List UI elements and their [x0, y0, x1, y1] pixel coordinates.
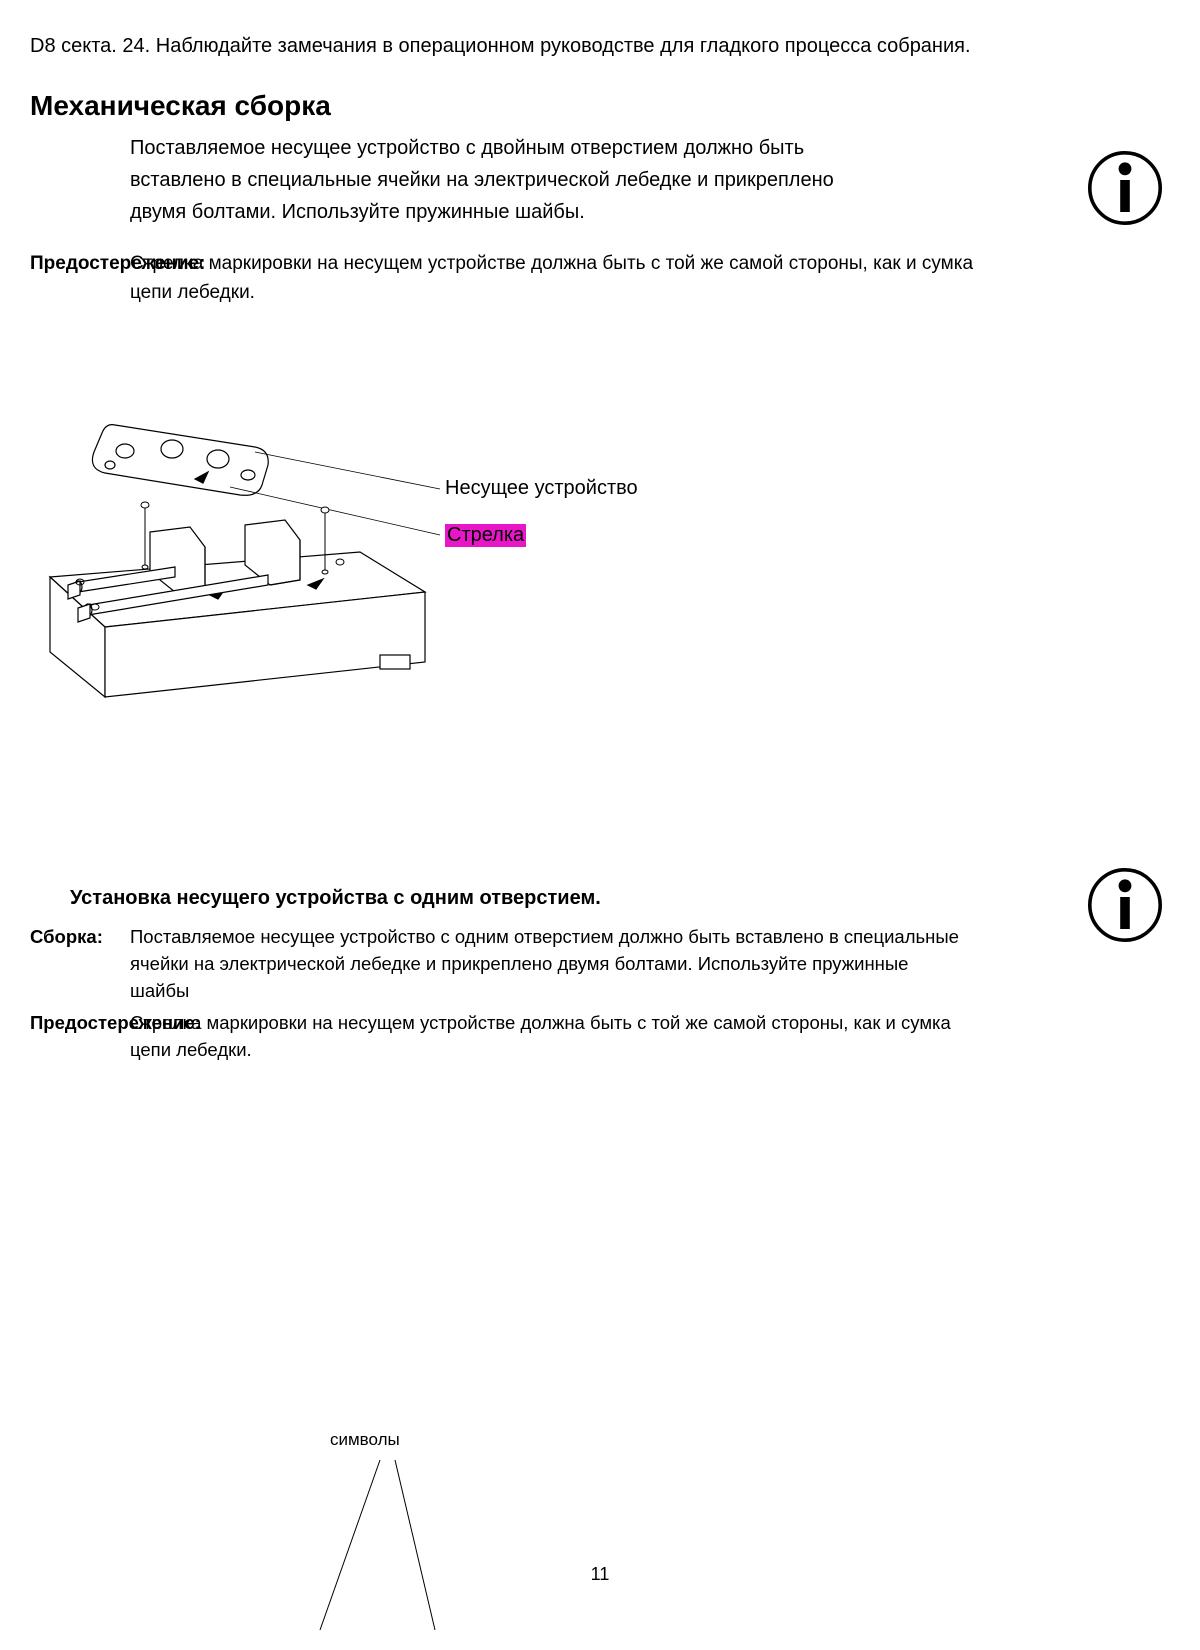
callout-arrow-highlight: Стрелка [445, 524, 526, 547]
callout-device: Несущее устройство [445, 477, 638, 500]
assembly-row: Сборка: Поставляемое несущее устройство … [30, 924, 1170, 1004]
assembly-label: Сборка: [30, 924, 130, 1004]
footer-leader-lines [300, 1450, 700, 1630]
warning-row-2: Предостережение: Стрелка маркировки на н… [30, 1010, 1170, 1064]
warning-label: Предостережение: [30, 250, 130, 307]
footer-area: символы 11 [0, 1410, 1200, 1630]
section-title: Механическая сборка [30, 90, 1170, 122]
page-number: 11 [591, 1564, 610, 1585]
info-icon [1085, 148, 1165, 228]
symbols-label: символы [330, 1430, 400, 1450]
subheading-single-hole: Установка несущего устройства с одним от… [70, 887, 1170, 910]
assembly-text: Поставляемое несущее устройство с одним … [130, 924, 970, 1004]
warning2-text: Стрелка маркировки на несущем устройстве… [130, 1010, 970, 1064]
intro-paragraph: D8 секта. 24. Наблюдайте замечания в опе… [30, 30, 1170, 62]
info-icon [1085, 865, 1165, 945]
assembly-figure: Несущее устройство Стрелка [30, 417, 850, 717]
block1-text: Поставляемое несущее устройство с двойны… [130, 132, 880, 228]
warning2-label: Предостережение: [30, 1010, 130, 1064]
warning-row-1: Предостережение: Стрелка маркировки на н… [30, 250, 1170, 307]
warning-text: Стрелка маркировки на несущем устройстве… [130, 250, 990, 307]
